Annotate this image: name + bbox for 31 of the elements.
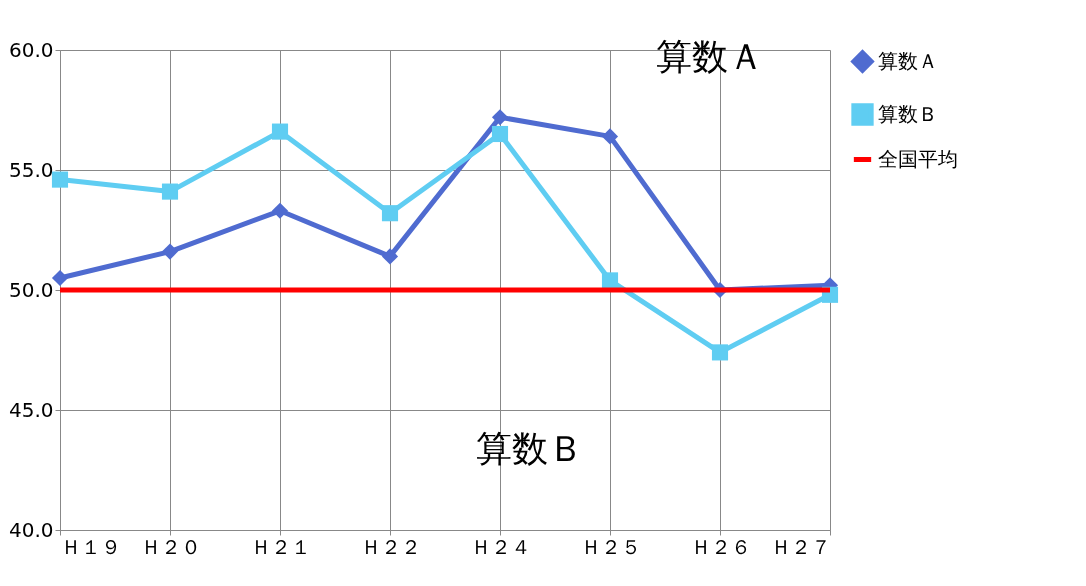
y-tick-label: 50.0 [8, 277, 54, 302]
y-tick-label: 40.0 [8, 517, 54, 542]
y-tick-label: 60.0 [8, 37, 54, 62]
legend-label: 全国平均 [878, 146, 958, 171]
point [601, 272, 619, 289]
x-tick-label: Ｈ２２ [360, 534, 421, 559]
point [491, 125, 509, 143]
x-tick-label: Ｈ２７ [770, 534, 831, 559]
point [161, 183, 179, 200]
point [161, 243, 179, 260]
x-tick-label: Ｈ２５ [580, 534, 641, 559]
point [491, 109, 509, 126]
point [381, 248, 399, 265]
point [381, 205, 399, 222]
x-tick-label: Ｈ２０ [140, 534, 201, 559]
legend-label: 算数Ｂ [878, 101, 938, 126]
y-tick-label: 45.0 [8, 397, 54, 422]
x-tick-label: Ｈ２１ [250, 534, 311, 559]
annotation: 算数Ａ [656, 36, 764, 77]
legend-label: 算数Ａ [878, 48, 938, 73]
annotation: 算数Ｂ [476, 428, 584, 469]
x-tick-label: Ｈ１９ [60, 534, 121, 559]
x-tick-label: Ｈ２４ [470, 534, 531, 559]
point [601, 128, 619, 145]
y-tick-label: 55.0 [8, 157, 54, 182]
point [51, 171, 69, 188]
point [711, 344, 729, 361]
point [271, 202, 289, 219]
point [271, 123, 289, 140]
point [51, 269, 69, 287]
x-tick-label: Ｈ２６ [690, 534, 751, 559]
